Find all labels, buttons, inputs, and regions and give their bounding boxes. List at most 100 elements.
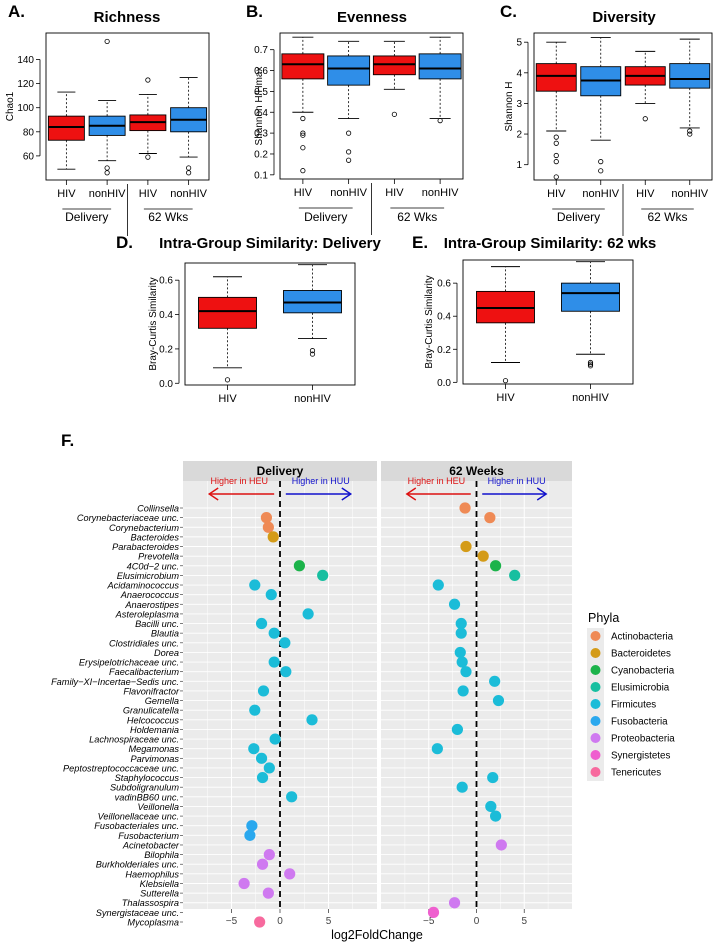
legend-key — [590, 665, 601, 675]
taxon-label: Asteroleplasma — [115, 609, 179, 619]
y-axis-label: Bray-Curtis Similarity — [148, 277, 159, 370]
outlier-point — [642, 116, 648, 122]
facet-strip-label: Delivery — [257, 464, 304, 478]
legend-key — [590, 733, 601, 743]
legend: Phyla Actinobacteria Bacteroidetes Cyanobac… — [578, 602, 718, 814]
data-point — [427, 906, 440, 918]
data-point — [492, 694, 505, 707]
data-point — [257, 685, 270, 697]
box-HIV — [372, 40, 416, 117]
x-tick-label: HIV — [636, 188, 655, 200]
panel-title: Diversity — [592, 9, 656, 26]
taxon-label: Veillonellaceae unc. — [98, 812, 179, 822]
data-point — [269, 733, 281, 745]
taxon-label: Corynebacteriaceae unc. — [77, 513, 179, 523]
data-point — [260, 512, 273, 524]
data-point — [455, 617, 467, 630]
x-tick-label: HIV — [57, 188, 76, 200]
y-axis-label: Chao1 — [5, 91, 16, 121]
data-point — [302, 608, 314, 620]
legend-label: Tenericutes — [611, 768, 661, 779]
taxon-label: Synergistaceae unc. — [96, 908, 179, 918]
taxon-label: Klebsiella — [140, 879, 179, 889]
y-tick-label: 0.4 — [254, 108, 268, 119]
legend-key — [590, 716, 601, 726]
taxon-label: vadinBB60 unc. — [115, 792, 179, 802]
data-point — [495, 839, 507, 851]
outlier-point — [553, 174, 559, 180]
legend-title: Phyla — [588, 611, 619, 625]
taxon-label: Dorea — [154, 648, 179, 658]
box-iqr — [198, 296, 257, 329]
arrow-huu-label: Higher in HUU — [488, 476, 546, 486]
box-HIV — [129, 77, 167, 160]
data-point — [293, 560, 305, 572]
outlier-point — [346, 130, 352, 136]
data-point — [459, 502, 471, 514]
y-tick-label: 0.7 — [254, 45, 268, 56]
taxon-label: Acidaminococcus — [107, 581, 180, 591]
outlier-point — [687, 128, 693, 134]
arrow-huu-head — [536, 487, 548, 501]
y-tick-label: 60 — [23, 151, 35, 162]
data-point — [268, 627, 280, 639]
box-iqr — [535, 63, 577, 92]
outlier-point — [145, 154, 151, 160]
data-point — [286, 791, 298, 803]
taxon-label: Sutterella — [140, 889, 179, 899]
box-HIV — [624, 50, 666, 122]
taxon-label: Fusobacterium — [118, 831, 179, 841]
outlier-point — [309, 348, 316, 354]
data-point — [451, 723, 463, 736]
legend-key — [590, 767, 601, 777]
taxon-label: Erysipelotrichaceae unc. — [79, 658, 179, 668]
panel-label: B. — [246, 2, 263, 21]
plot-frame — [533, 32, 713, 181]
box-HIV — [535, 41, 577, 180]
data-point — [246, 820, 258, 832]
y-tick-label: 100 — [17, 103, 34, 114]
facet-strip — [381, 461, 572, 481]
taxon-label: Anaerococcus — [120, 590, 180, 600]
boxplot-panel-1: A. Richness Chao1 60 80 100 120 140 HIV nonHIV HIV… — [5, 2, 210, 236]
taxon-label: Parabacteroides — [112, 542, 179, 552]
panel-label: C. — [500, 2, 517, 21]
y-tick-label: 0.3 — [254, 129, 268, 140]
boxplot-panel-5: E. Intra-Group Similarity: 62 wks Bray-Cur… — [412, 233, 656, 404]
taxon-label: Burkholderiales unc. — [96, 860, 179, 870]
taxon-label: Clostridiales unc. — [109, 638, 179, 648]
taxon-label: Faecalibacterium — [109, 667, 179, 677]
outlier-point — [300, 115, 306, 122]
x-tick-label: nonHIV — [89, 188, 126, 200]
x-tick-label: −5 — [226, 916, 238, 927]
box-iqr — [418, 53, 462, 80]
outlier-point — [300, 145, 306, 151]
y-axis-label: Shannon H/Hmax — [254, 67, 265, 146]
plot-frame — [279, 32, 464, 180]
box-HIV — [47, 91, 85, 170]
data-point — [255, 617, 268, 630]
arrow-heu-label: Higher in HEU — [210, 476, 268, 486]
y-tick-label: 0.2 — [437, 345, 451, 356]
y-tick-label: 0.6 — [159, 276, 173, 287]
data-point — [484, 512, 496, 524]
arrow-heu-head — [405, 487, 417, 501]
y-tick-label: 0.6 — [254, 66, 268, 77]
taxon-label: Lachnospiraceae unc. — [89, 735, 179, 745]
data-point — [448, 598, 461, 610]
taxon-label: Thalassospira — [122, 898, 179, 908]
data-point — [485, 800, 497, 813]
x-tick-label: nonHIV — [294, 393, 331, 405]
y-tick-label: 80 — [23, 127, 35, 138]
data-point — [262, 887, 274, 899]
box-HIV — [198, 276, 257, 383]
boxplot-panel-4: D. Intra-Group Similarity: Delivery Bray-C… — [116, 233, 382, 405]
data-point — [256, 858, 269, 870]
outlier-point — [186, 165, 192, 171]
data-point — [455, 627, 467, 639]
taxon-label: Mycoplasma — [127, 918, 179, 928]
plot-frame — [462, 259, 634, 385]
y-tick-label: 0.2 — [159, 344, 173, 355]
